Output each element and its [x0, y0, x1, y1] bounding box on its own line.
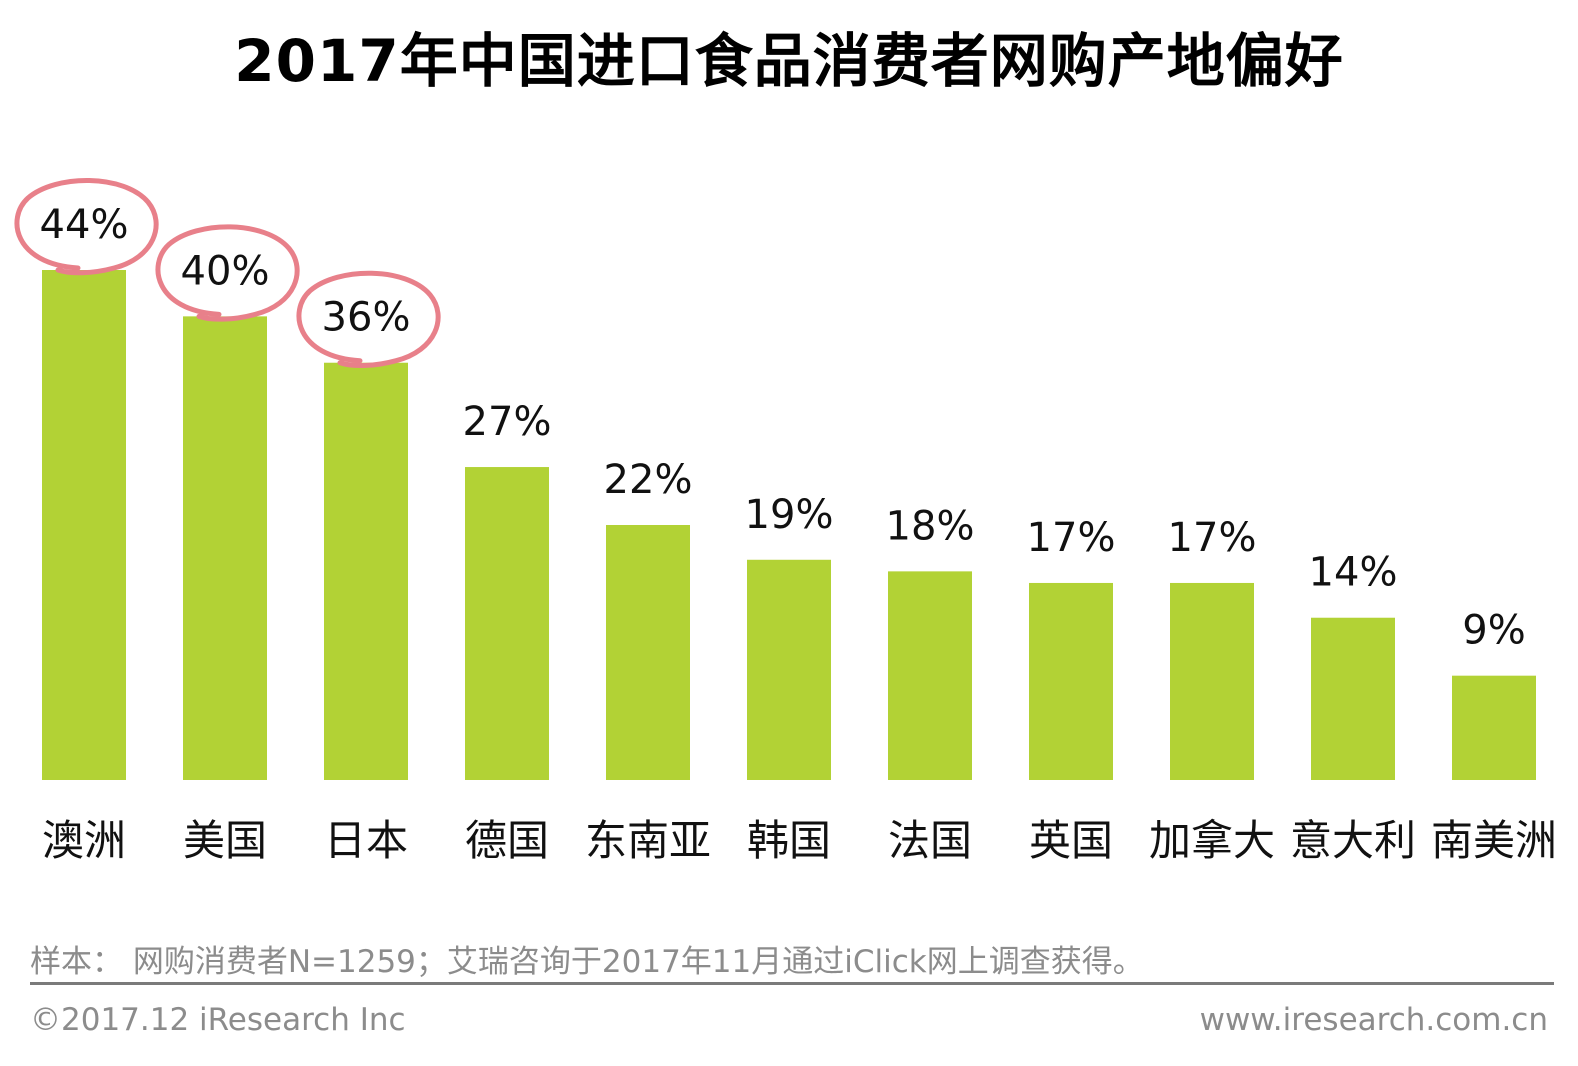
bar-4	[465, 467, 549, 780]
copyright-text: ©2017.12 iResearch Inc	[30, 1002, 406, 1038]
category-label-10: 意大利	[1290, 816, 1416, 865]
data-label-5: 22%	[604, 457, 693, 503]
data-label-1: 44%	[40, 202, 129, 248]
website-url: www.iresearch.com.cn	[1199, 1002, 1548, 1038]
footer-divider	[30, 982, 1554, 985]
category-label-8: 英国	[1029, 816, 1113, 865]
bar-10	[1311, 617, 1395, 780]
highlight-circle-2	[155, 224, 300, 322]
data-label-7: 18%	[886, 503, 975, 549]
category-label-1: 澳洲	[42, 816, 126, 865]
category-label-11: 南美洲	[1431, 816, 1557, 865]
category-label-4: 德国	[465, 816, 549, 865]
bar-9	[1170, 582, 1254, 780]
bar-6	[747, 559, 831, 780]
category-label-2: 美国	[183, 816, 267, 865]
bar-chart: 44% 澳洲 40% 美国 36% 日本 27% 德国 22% 东南亚 19% 韩国 18% 法国 17% 英…	[14, 178, 1557, 865]
bar-8	[1029, 582, 1113, 780]
data-label-6: 19%	[745, 492, 834, 538]
chart-title: 2017年中国进口食品消费者网购产地偏好	[234, 27, 1344, 95]
highlight-circle-1	[14, 178, 159, 276]
category-label-6: 韩国	[747, 816, 831, 865]
bar-5	[606, 525, 690, 780]
data-label-8: 17%	[1027, 515, 1116, 561]
category-label-5: 东南亚	[585, 816, 711, 865]
data-label-3: 36%	[322, 295, 411, 341]
bar-3	[324, 362, 408, 780]
category-label-3: 日本	[324, 816, 408, 865]
data-label-2: 40%	[181, 248, 270, 294]
highlight-circle-3	[296, 270, 441, 368]
data-label-10: 14%	[1309, 550, 1398, 596]
category-label-9: 加拿大	[1149, 816, 1275, 865]
data-label-11: 9%	[1462, 608, 1525, 654]
category-label-7: 法国	[888, 816, 972, 865]
bar-11	[1452, 675, 1536, 780]
bar-7	[888, 571, 972, 780]
bar-1	[42, 270, 126, 780]
bar-2	[183, 316, 267, 780]
data-label-4: 27%	[463, 399, 552, 445]
data-label-9: 17%	[1168, 515, 1257, 561]
sample-note: 样本： 网购消费者N=1259；艾瑞咨询于2017年11月通过iClick网上调…	[30, 944, 1144, 980]
